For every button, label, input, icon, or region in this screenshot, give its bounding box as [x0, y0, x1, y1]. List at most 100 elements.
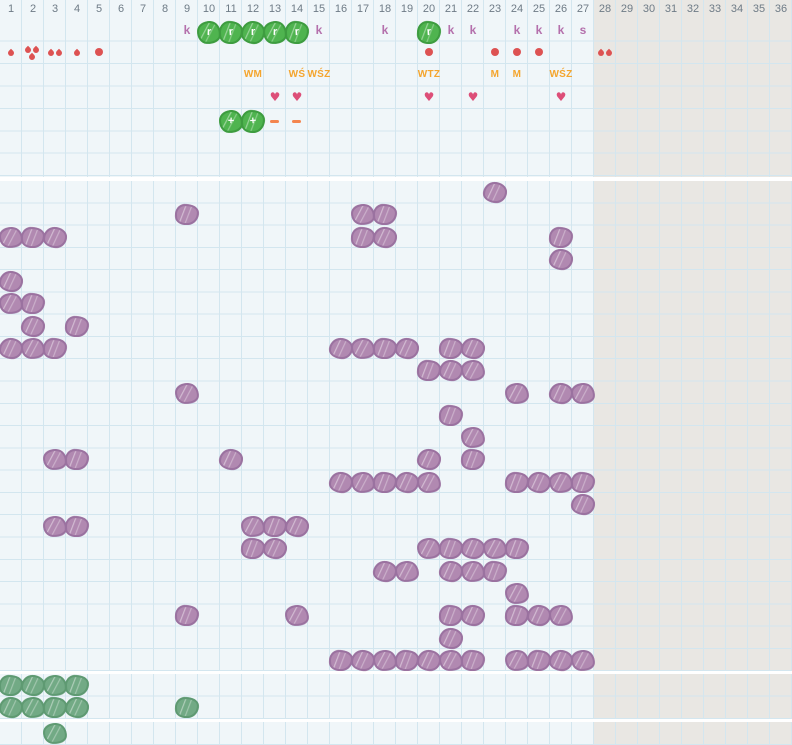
activity-blob[interactable] — [504, 381, 530, 405]
activity-blob[interactable] — [548, 471, 574, 494]
activity-blob[interactable] — [42, 515, 68, 538]
activity-blob[interactable] — [549, 382, 573, 404]
activity-blob[interactable] — [350, 337, 376, 360]
column-header-18: 18 — [378, 3, 392, 15]
dash-icon — [270, 119, 279, 123]
activity-blob[interactable] — [174, 604, 200, 628]
activity-blob[interactable] — [548, 604, 574, 627]
activity-blob[interactable] — [461, 337, 485, 359]
summary-blob[interactable] — [21, 675, 45, 696]
activity-blob[interactable] — [350, 471, 376, 494]
activity-blob[interactable] — [460, 426, 486, 449]
activity-blob[interactable] — [460, 560, 486, 583]
summary-blob[interactable] — [20, 696, 46, 720]
activity-blob[interactable] — [527, 605, 551, 627]
activity-blob[interactable] — [461, 605, 485, 627]
main-grid-section — [0, 181, 792, 672]
green-flower-marker[interactable]: + — [240, 108, 266, 134]
activity-blob[interactable] — [439, 560, 463, 582]
activity-blob[interactable] — [373, 560, 397, 582]
activity-blob[interactable] — [395, 337, 419, 359]
summary-blob[interactable] — [42, 674, 68, 697]
activity-blob[interactable] — [504, 649, 530, 672]
activity-blob[interactable] — [549, 649, 573, 671]
activity-blob[interactable] — [460, 359, 486, 382]
green-blob-marker[interactable]: r — [262, 20, 288, 45]
activity-blob[interactable] — [416, 537, 442, 561]
activity-blob[interactable] — [0, 337, 23, 359]
activity-blob[interactable] — [394, 560, 420, 583]
activity-blob[interactable] — [174, 203, 200, 227]
activity-blob[interactable] — [570, 381, 596, 405]
activity-blob[interactable] — [417, 449, 441, 471]
activity-blob[interactable] — [64, 515, 90, 538]
activity-blob[interactable] — [482, 559, 508, 583]
summary-blob[interactable] — [174, 696, 200, 720]
activity-blob[interactable] — [570, 470, 596, 494]
activity-blob[interactable] — [42, 337, 68, 360]
activity-blob[interactable] — [329, 337, 353, 359]
activity-blob[interactable] — [549, 248, 573, 270]
activity-blob[interactable] — [219, 449, 243, 471]
activity-blob[interactable] — [417, 649, 441, 671]
column-header-8: 8 — [161, 3, 169, 15]
column-header-34: 34 — [730, 3, 744, 15]
activity-blob[interactable] — [438, 403, 464, 427]
activity-blob[interactable] — [483, 182, 507, 203]
footer-blob[interactable] — [42, 722, 68, 745]
summary-blob[interactable] — [64, 674, 90, 697]
summary-blob[interactable] — [0, 697, 23, 719]
activity-blob[interactable] — [64, 314, 90, 338]
drop-icon — [46, 49, 56, 58]
activity-blob[interactable] — [43, 226, 67, 248]
activity-blob[interactable] — [461, 538, 485, 560]
drop-icon — [6, 49, 16, 58]
activity-blob[interactable] — [482, 537, 508, 561]
activity-blob[interactable] — [42, 448, 68, 471]
activity-blob[interactable] — [372, 649, 398, 672]
activity-blob[interactable] — [504, 582, 530, 605]
activity-blob[interactable] — [350, 203, 376, 226]
out-of-range-shade — [594, 0, 792, 177]
activity-blob[interactable] — [460, 649, 486, 672]
activity-blob[interactable] — [263, 538, 287, 560]
activity-blob[interactable] — [20, 337, 46, 360]
green-blob-marker[interactable]: r — [241, 21, 265, 44]
activity-blob[interactable] — [329, 471, 353, 493]
drop-icon — [72, 49, 82, 58]
activity-blob[interactable] — [570, 649, 596, 672]
column-header-17: 17 — [356, 3, 370, 15]
activity-blob[interactable] — [548, 225, 574, 249]
activity-blob[interactable] — [174, 381, 200, 405]
activity-blob[interactable] — [439, 627, 463, 649]
activity-blob[interactable] — [372, 203, 398, 227]
activity-blob[interactable] — [240, 515, 266, 538]
dot-marker-icon — [491, 48, 499, 57]
activity-blob[interactable] — [64, 448, 90, 472]
activity-blob[interactable] — [284, 604, 310, 627]
summary-blob[interactable] — [65, 697, 89, 719]
activity-blob[interactable] — [527, 471, 551, 493]
activity-blob[interactable] — [351, 649, 375, 671]
activity-blob[interactable] — [438, 649, 464, 672]
activity-blob[interactable] — [504, 537, 530, 561]
green-blob-marker[interactable]: r — [196, 20, 222, 45]
green-flower-marker[interactable]: + — [218, 109, 244, 134]
activity-blob[interactable] — [285, 516, 309, 538]
activity-blob[interactable] — [395, 471, 419, 493]
column-header-5: 5 — [95, 3, 103, 15]
column-header-3: 3 — [51, 3, 59, 15]
activity-blob[interactable] — [20, 292, 46, 316]
cell-letter-k: k — [447, 23, 455, 37]
activity-blob[interactable] — [373, 226, 397, 248]
green-blob-marker[interactable]: r — [284, 20, 310, 45]
activity-blob[interactable] — [460, 448, 486, 472]
activity-blob[interactable] — [416, 471, 442, 494]
cell-letter-k: k — [381, 23, 389, 37]
activity-blob[interactable] — [21, 315, 45, 337]
activity-blob[interactable] — [0, 271, 23, 293]
column-header-1: 1 — [7, 3, 15, 15]
green-blob-marker[interactable]: r — [416, 20, 442, 45]
activity-blob[interactable] — [439, 360, 463, 382]
activity-blob[interactable] — [571, 493, 595, 515]
